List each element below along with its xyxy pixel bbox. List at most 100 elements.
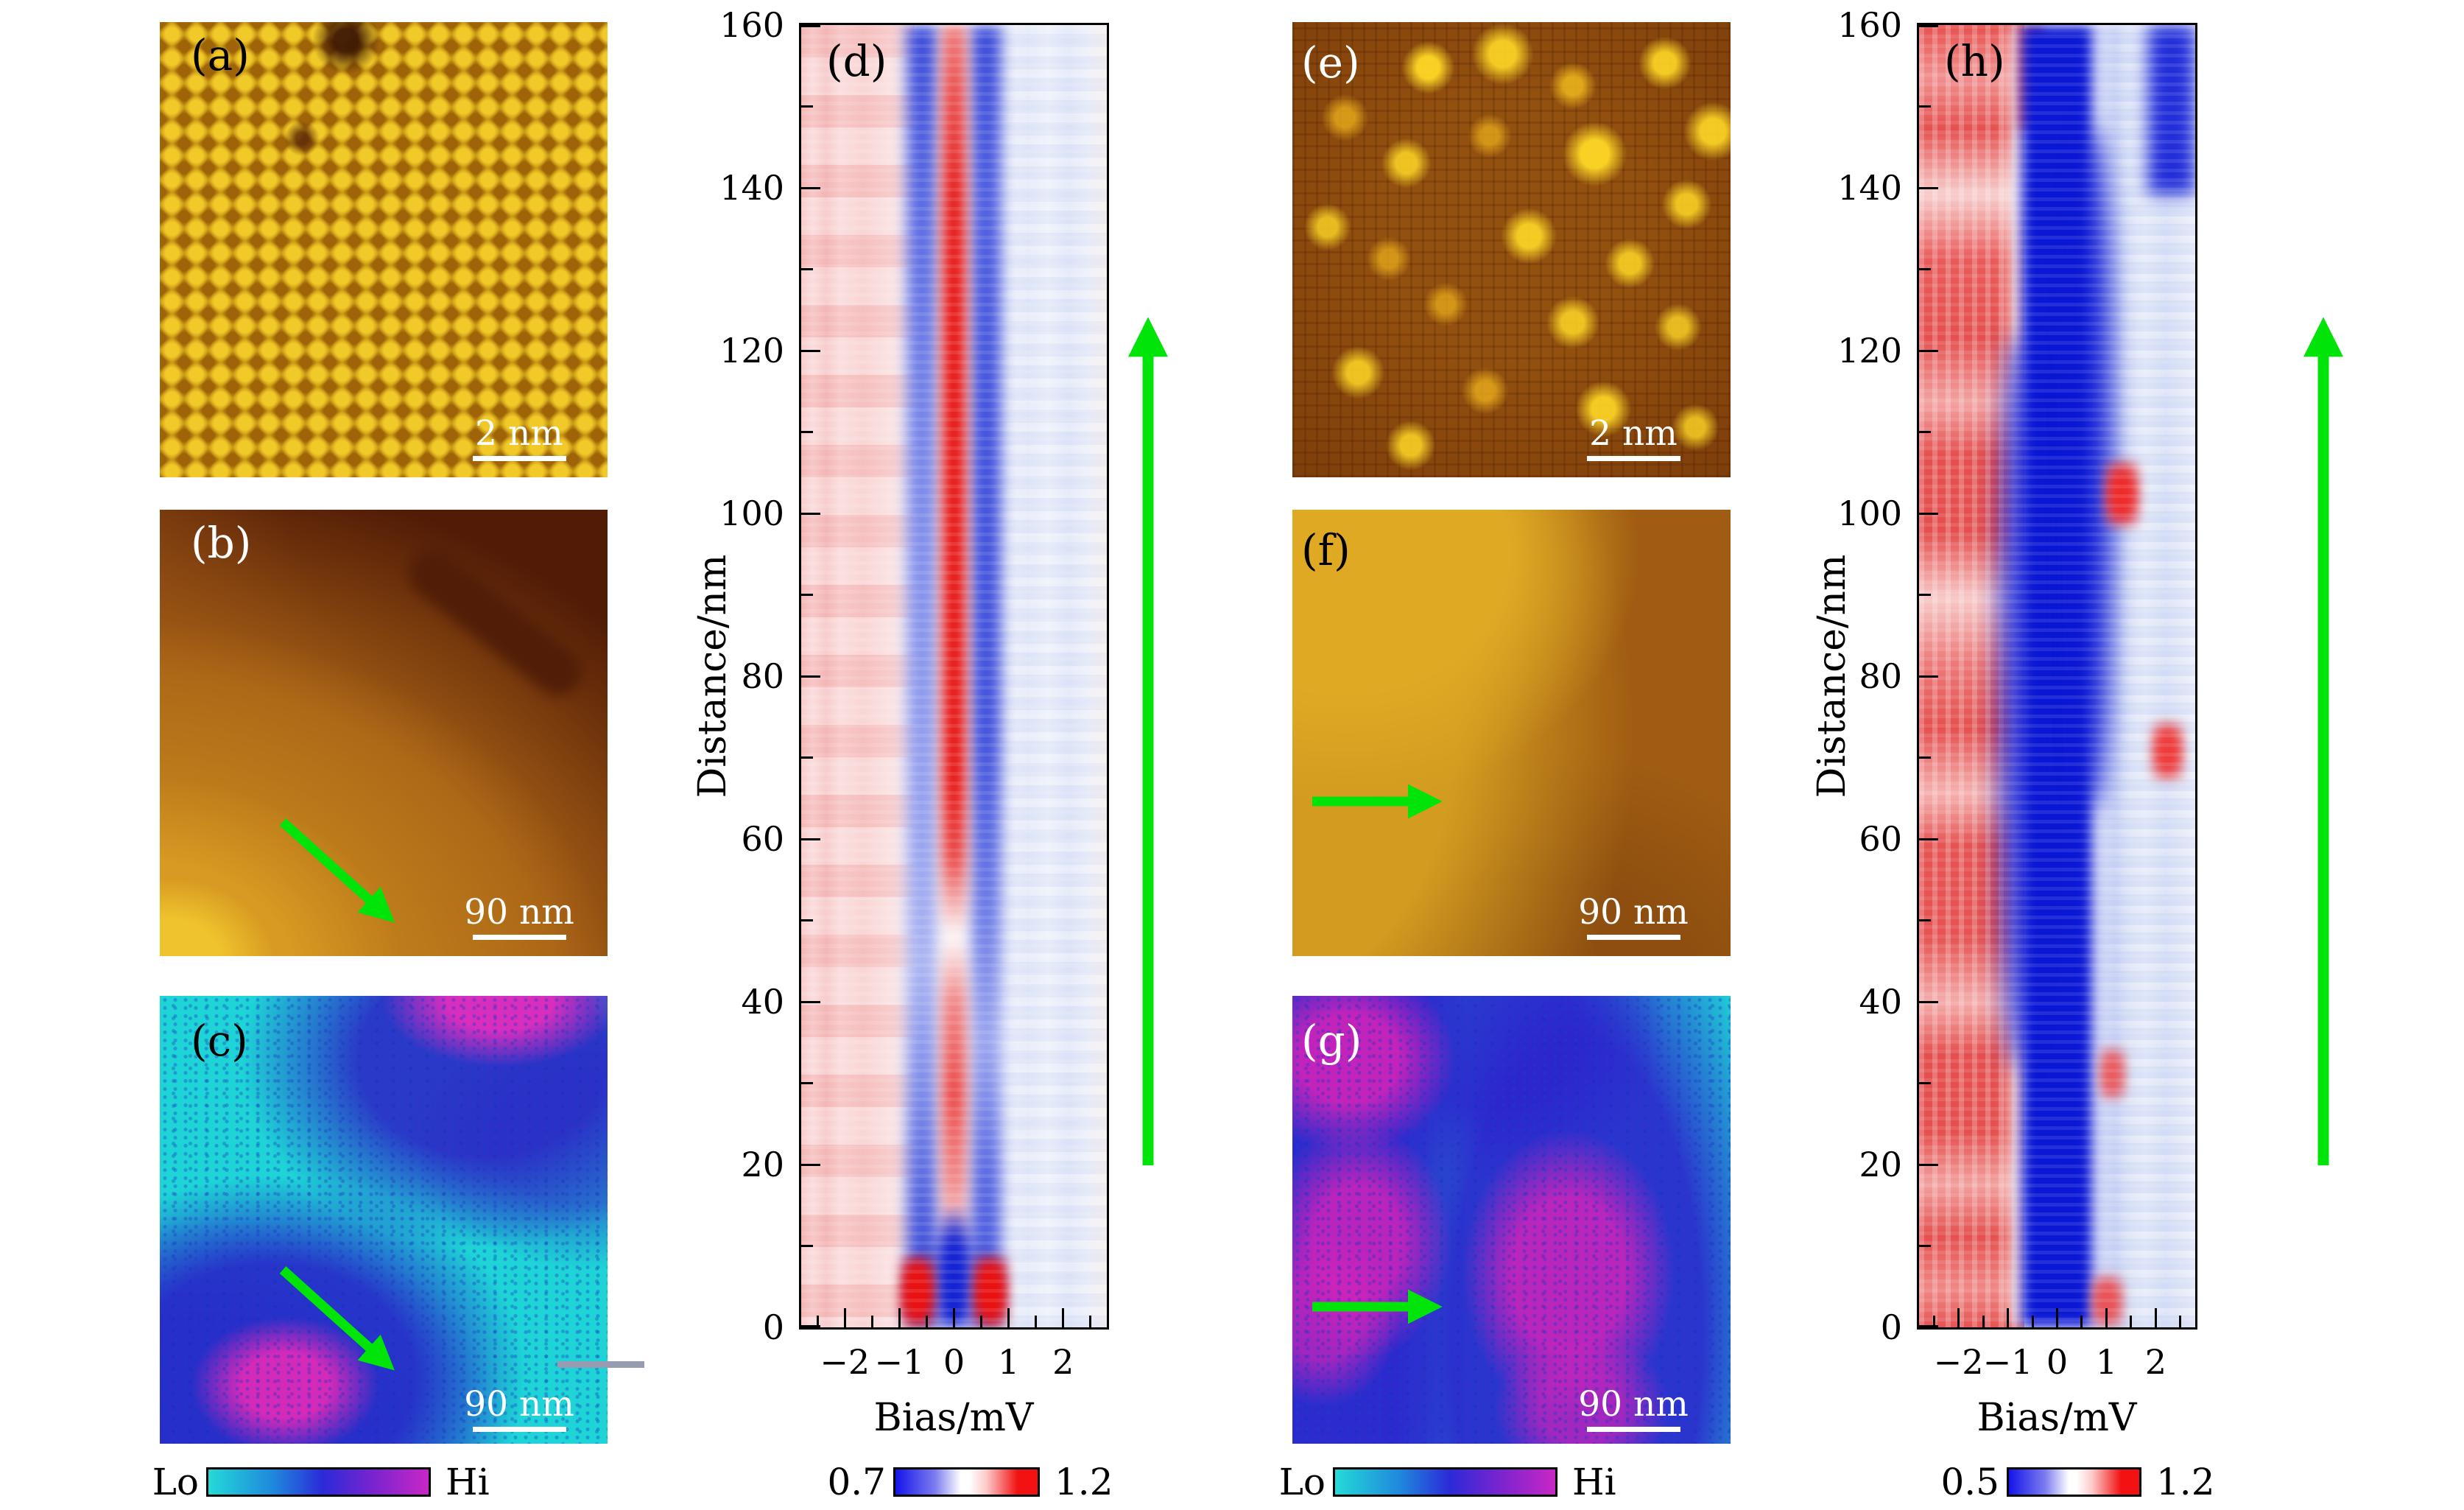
- axis-tick-y: [801, 512, 820, 515]
- axis-tick-x: [1089, 1316, 1092, 1327]
- heatmap-layer: [2151, 721, 2184, 781]
- axis-tick-label-y: 140: [719, 168, 784, 208]
- scale-bar-c: 90 nm: [460, 1387, 578, 1432]
- scan-artifact-line: [557, 1361, 644, 1368]
- scale-bar-a: 2 nm: [460, 416, 578, 461]
- axis-tick-y: [1919, 837, 1938, 840]
- axis-tick-x: [1062, 1308, 1065, 1327]
- scale-bar-f: 90 nm: [1574, 895, 1692, 940]
- axis-tick-y: [801, 186, 820, 189]
- colorbar-c: [206, 1467, 431, 1497]
- scale-bar-text: 2 nm: [1589, 413, 1678, 454]
- colorbar-h-min-label: 0.5: [1940, 1461, 1999, 1503]
- axis-tick-x: [1982, 1316, 1985, 1327]
- axis-tick-label-y: 40: [1859, 982, 1902, 1022]
- heatmap-layer: [971, 25, 1002, 1327]
- axis-tick-y: [1919, 268, 1931, 270]
- axis-tick-x: [2080, 1316, 2083, 1327]
- scale-bar-text: 90 nm: [1578, 892, 1689, 933]
- axis-tick-label-x: −1: [1982, 1342, 2033, 1382]
- linecut-heatmap-d: (d): [799, 23, 1109, 1330]
- axis-tick-label-y: 80: [741, 656, 784, 696]
- axis-tick-label-y: 60: [1859, 819, 1902, 859]
- axis-tick-label-y: 0: [1880, 1307, 1902, 1347]
- axis-tick-y: [801, 1163, 820, 1166]
- axis-tick-y: [1919, 594, 1931, 596]
- axis-tick-label-y: 120: [719, 331, 784, 371]
- axis-tick-x: [925, 1316, 928, 1327]
- axis-tick-y: [1919, 675, 1938, 678]
- axis-tick-label-x: 0: [943, 1342, 965, 1382]
- axis-tick-label-y: 160: [719, 5, 784, 45]
- axis-tick-label-x: 0: [2046, 1342, 2069, 1382]
- colorbar-h-max-label: 1.2: [2156, 1461, 2215, 1503]
- linecut-direction-arrow-b: [279, 818, 395, 923]
- axis-tick-label-x: −2: [820, 1342, 870, 1382]
- colorbar-g: [1333, 1467, 1557, 1497]
- scale-bar-line: [1586, 456, 1680, 461]
- scale-bar-line: [1586, 1427, 1680, 1432]
- axis-tick-label-x: −1: [874, 1342, 925, 1382]
- scale-bar-text: 90 nm: [464, 892, 574, 933]
- scale-bar-line: [472, 456, 566, 461]
- scan-direction-arrow-h: [2303, 317, 2343, 1165]
- scan-direction-arrow-d: [1128, 317, 1168, 1165]
- axis-tick-x: [2031, 1316, 2034, 1327]
- axis-tick-x: [2130, 1316, 2133, 1327]
- axis-tick-y: [1919, 1000, 1938, 1003]
- scale-bar-g: 90 nm: [1574, 1387, 1692, 1432]
- linecut-direction-arrow-c: [279, 1266, 395, 1371]
- colorbar-c-max-label: Hi: [446, 1461, 490, 1503]
- linecut-heatmap-h: (h): [1917, 23, 2197, 1330]
- axis-tick-y: [801, 756, 813, 759]
- scale-bar-text: 90 nm: [464, 1384, 574, 1425]
- axis-tick-label-y: 80: [1859, 656, 1902, 696]
- axis-tick-y: [1919, 105, 1931, 108]
- heatmap-layer: [2098, 1047, 2127, 1100]
- axis-tick-label-y: 120: [1837, 331, 1902, 371]
- axis-tick-label-x: −2: [1933, 1342, 1984, 1382]
- scale-bar-line: [472, 935, 566, 940]
- axis-tick-x: [980, 1316, 983, 1327]
- axis-tick-y: [801, 837, 820, 840]
- linecut-direction-arrow-f: [1312, 784, 1443, 819]
- conductance-map-panel-g: (g) 90 nm: [1292, 996, 1731, 1444]
- colorbar-h: [2007, 1467, 2141, 1497]
- panel-label-f: (f): [1301, 525, 1351, 575]
- axis-tick-label-y: 160: [1837, 5, 1902, 45]
- axis-tick-y: [801, 25, 820, 27]
- axis-tick-y: [801, 594, 813, 596]
- colorbar-g-min-label: Lo: [1278, 1461, 1326, 1503]
- axis-tick-x: [2056, 1308, 2058, 1327]
- heatmap-layer: [941, 25, 967, 1327]
- panel-label-b: (b): [191, 518, 252, 568]
- axis-tick-x: [843, 1308, 846, 1327]
- heatmap-layer: [2104, 461, 2140, 527]
- axis-tick-y: [1919, 512, 1938, 515]
- scale-bar-text: 2 nm: [475, 413, 563, 454]
- axis-tick-y: [1919, 349, 1938, 352]
- colorbar-g-max-label: Hi: [1572, 1461, 1616, 1503]
- axis-tick-label-y: 40: [741, 982, 784, 1022]
- axis-tick-x: [898, 1308, 901, 1327]
- axis-tick-y: [1919, 1325, 1938, 1327]
- axis-tick-x: [953, 1308, 955, 1327]
- axis-tick-y: [801, 919, 813, 921]
- axis-tick-x: [1957, 1308, 1960, 1327]
- panel-label-h: (h): [1944, 36, 2005, 86]
- colorbar-d: [893, 1467, 1040, 1497]
- axis-tick-label-y: 100: [1837, 494, 1902, 533]
- heatmap-layer: [972, 1255, 1010, 1327]
- axis-tick-y: [801, 431, 813, 433]
- axis-tick-y: [1919, 186, 1938, 189]
- stm-image-panel-b: (b) 90 nm: [160, 510, 608, 956]
- axis-tick-y: [1919, 756, 1931, 759]
- axis-tick-label-y: 20: [1859, 1145, 1902, 1184]
- axis-tick-label-y: 140: [1837, 168, 1902, 208]
- axis-tick-x: [2105, 1308, 2108, 1327]
- axis-tick-y: [1919, 1082, 1931, 1084]
- scale-bar-e: 2 nm: [1574, 416, 1692, 461]
- axis-tick-label-y: 0: [762, 1307, 784, 1347]
- axis-tick-y: [1919, 431, 1931, 433]
